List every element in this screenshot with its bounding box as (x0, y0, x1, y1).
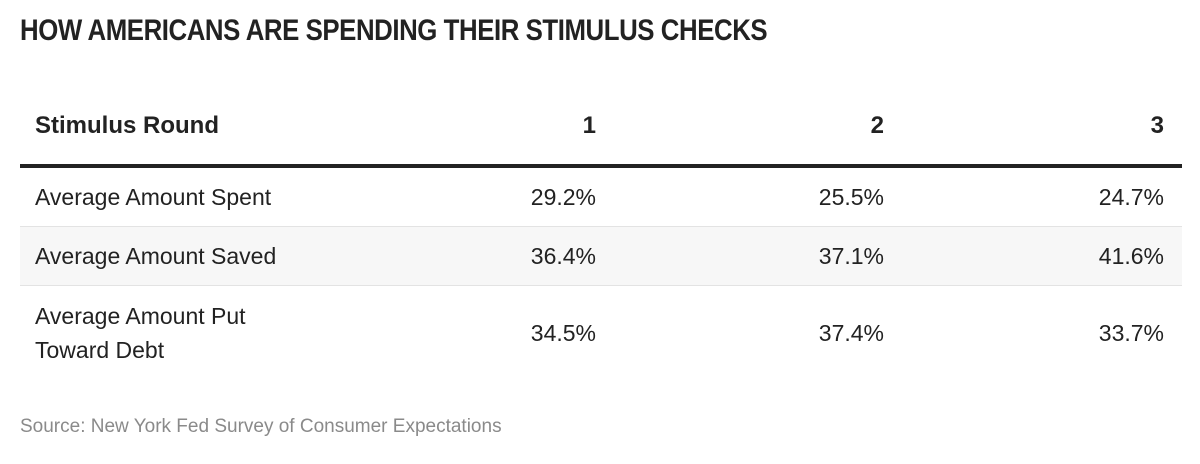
table-row-amount-toward-debt: Average Amount Put Toward Debt 34.5% 37.… (20, 286, 1182, 380)
table-cell: 29.2% (530, 183, 596, 210)
source-note: Source: New York Fed Survey of Consumer … (20, 416, 502, 437)
table-row-amount-saved: Average Amount Saved 36.4% 37.1% 41.6% (20, 227, 1182, 286)
table-cell: 25.5% (818, 183, 884, 210)
data-table: Stimulus Round 1 2 3 Average Amount Spen… (20, 88, 1182, 380)
column-header-round-1: 1 (582, 112, 596, 139)
column-header-round-2: 2 (870, 112, 884, 139)
row-label: Average Amount Put Toward Debt (35, 302, 246, 364)
column-header-stimulus-round: Stimulus Round (35, 112, 219, 139)
table-cell: 33.7% (1098, 319, 1164, 346)
table-cell: 37.4% (818, 319, 884, 346)
table-header-row: Stimulus Round 1 2 3 (20, 88, 1182, 168)
table-cell: 37.1% (818, 242, 884, 269)
table-cell: 36.4% (530, 242, 596, 269)
row-label: Average Amount Spent (35, 183, 272, 210)
table-cell: 34.5% (530, 319, 596, 346)
table-cell: 41.6% (1098, 242, 1164, 269)
column-header-round-3: 3 (1150, 112, 1164, 139)
chart-title: HOW AMERICANS ARE SPENDING THEIR STIMULU… (20, 14, 768, 47)
table-row-amount-spent: Average Amount Spent 29.2% 25.5% 24.7% (20, 168, 1182, 227)
table-cell: 24.7% (1098, 183, 1164, 210)
row-label: Average Amount Saved (35, 242, 277, 269)
